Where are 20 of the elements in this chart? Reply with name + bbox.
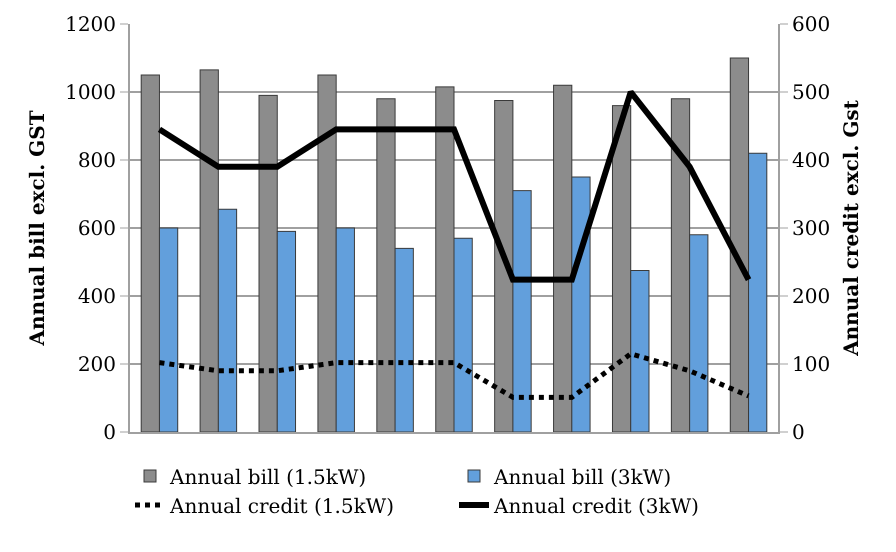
y-tick-label: 400 <box>78 284 116 308</box>
y-tick-label: 1000 <box>65 80 116 104</box>
y2-tick-label: 0 <box>792 420 805 444</box>
legend-label: Annual credit (1.5kW) <box>169 494 394 518</box>
legend-label: Annual bill (1.5kW) <box>169 464 366 489</box>
y2-axis-title: Annual credit excl. Gst <box>839 99 864 357</box>
y-tick-label: 600 <box>78 216 116 240</box>
y-axis-title: Annual bill excl. GST <box>25 110 50 347</box>
y2-tick-label: 500 <box>792 80 830 104</box>
y-tick-label: 1200 <box>65 12 116 36</box>
y2-tick-label: 400 <box>792 148 830 172</box>
legend-label: Annual credit (3kW) <box>493 494 699 518</box>
y2-tick-label: 300 <box>792 216 830 240</box>
legend-label: Annual bill (3kW) <box>493 464 672 489</box>
y2-tick-label: 200 <box>792 284 830 308</box>
y-tick-label: 200 <box>78 352 116 376</box>
y-tick-label: 0 <box>103 420 116 444</box>
y-tick-label: 800 <box>78 148 116 172</box>
y2-tick-label: 100 <box>792 352 830 376</box>
y2-tick-label: 600 <box>792 12 830 36</box>
